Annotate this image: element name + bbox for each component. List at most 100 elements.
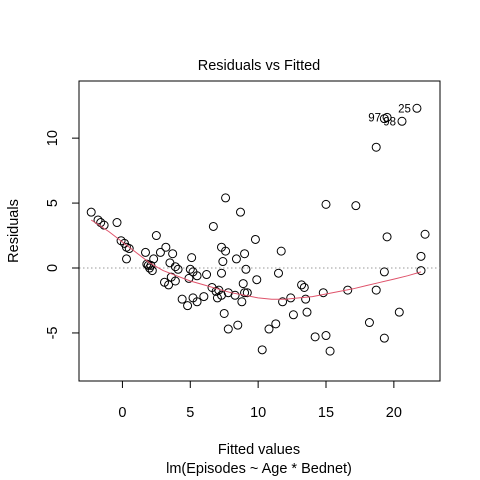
- x-axis: 0 5 10 15 20: [118, 380, 402, 421]
- data-point: [382, 112, 392, 122]
- data-point: [240, 249, 250, 259]
- point-label: 97: [368, 112, 381, 124]
- smooth-line: [90, 219, 422, 300]
- data-point: [299, 282, 309, 292]
- data-point: [147, 266, 157, 276]
- data-point: [271, 319, 281, 329]
- data-point: [321, 199, 331, 209]
- data-point: [112, 218, 122, 228]
- data-point: [124, 244, 134, 254]
- data-point: [221, 246, 231, 256]
- data-point: [237, 297, 247, 307]
- data-point: [177, 294, 187, 304]
- data-point: [379, 333, 389, 343]
- x-tick-label: 0: [118, 405, 126, 421]
- data-point: [420, 229, 430, 239]
- data-point: [252, 275, 262, 285]
- data-point: [325, 346, 335, 356]
- data-point: [276, 246, 286, 256]
- data-point: [217, 268, 226, 278]
- y-tick-label: -5: [45, 326, 61, 339]
- data-point: [310, 332, 320, 342]
- data-point: [382, 232, 392, 242]
- data-point: [416, 251, 426, 261]
- data-point: [301, 294, 311, 304]
- data-point: [416, 266, 426, 276]
- data-point: [221, 193, 231, 203]
- data-point: [297, 280, 307, 290]
- data-point: [219, 308, 229, 318]
- data-point: [397, 116, 407, 126]
- data-point: [208, 221, 218, 231]
- data-point: [240, 288, 250, 298]
- data-point: [231, 254, 241, 264]
- y-tick-label: 5: [45, 199, 61, 207]
- data-point: [364, 318, 374, 328]
- data-point: [257, 345, 267, 355]
- y-tick-label: 10: [45, 130, 61, 146]
- x-axis-label: Fitted values: [218, 442, 300, 458]
- data-point: [155, 247, 165, 257]
- data-point: [379, 267, 389, 277]
- data-point: [161, 242, 171, 252]
- data-point: [141, 247, 150, 257]
- data-point: [264, 324, 274, 334]
- data-point: [184, 273, 194, 283]
- data-point: [302, 307, 312, 317]
- x-tick-label: 5: [186, 405, 194, 421]
- data-point: [168, 249, 178, 259]
- data-point: [99, 220, 109, 230]
- data-point: [278, 297, 288, 307]
- data-point: [321, 331, 331, 341]
- data-point: [164, 280, 174, 290]
- data-point: [223, 324, 233, 334]
- data-point: [218, 257, 228, 267]
- data-point: [185, 264, 195, 274]
- data-point: [236, 207, 245, 217]
- data-point: [170, 276, 180, 286]
- data-point: [151, 231, 161, 241]
- y-axis-label: Residuals: [6, 199, 22, 263]
- data-point: [170, 262, 180, 272]
- scatter-points: [86, 103, 430, 356]
- data-point: [250, 234, 260, 244]
- x-tick-label: 20: [386, 405, 402, 421]
- data-point: [199, 292, 209, 302]
- data-point: [242, 288, 252, 298]
- data-point: [371, 142, 381, 152]
- data-point: [371, 285, 381, 295]
- data-point: [241, 264, 251, 274]
- data-point: [318, 288, 328, 298]
- data-point: [122, 254, 131, 264]
- y-tick-label: 0: [45, 264, 61, 272]
- chart-title: Residuals vs Fitted: [198, 58, 321, 74]
- data-point: [86, 207, 96, 217]
- y-axis: -5 0 5 10: [45, 130, 80, 339]
- data-point: [149, 254, 159, 264]
- data-point: [351, 201, 361, 211]
- data-point: [230, 290, 240, 300]
- data-point: [343, 285, 353, 295]
- data-point: [412, 103, 422, 113]
- data-point: [192, 271, 202, 281]
- x-tick-label: 10: [250, 405, 266, 421]
- data-point: [187, 253, 197, 263]
- data-point: [183, 301, 193, 311]
- chart-subtitle: lm(Episodes ~ Age * Bednet): [166, 461, 352, 477]
- data-point: [233, 320, 243, 330]
- point-label: 25: [398, 103, 411, 115]
- data-point: [173, 264, 183, 274]
- data-point: [288, 310, 298, 320]
- x-tick-label: 15: [318, 405, 334, 421]
- point-label: 98: [383, 116, 396, 128]
- data-point: [192, 297, 202, 307]
- data-point: [274, 268, 283, 278]
- data-point: [238, 279, 248, 289]
- smooth-line-path: [90, 219, 422, 300]
- data-point: [202, 270, 212, 280]
- data-point: [145, 263, 155, 273]
- data-point: [394, 307, 404, 317]
